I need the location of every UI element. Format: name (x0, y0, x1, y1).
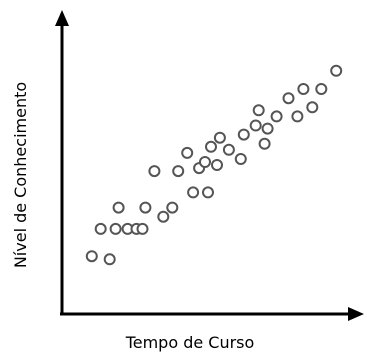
scatter-point (291, 110, 304, 123)
scatter-point (261, 122, 274, 135)
scatter-point (187, 186, 200, 199)
scatter-point (306, 101, 319, 114)
scatter-point (211, 159, 223, 171)
y-axis-arrow (55, 10, 69, 26)
scatter-point (297, 83, 310, 95)
scatter-point (157, 210, 170, 223)
scatter-point (315, 83, 328, 95)
scatter-point (252, 104, 265, 117)
scatter-point (103, 253, 116, 266)
scatter-point (148, 165, 161, 178)
scatter-point (222, 143, 235, 156)
scatter-point (205, 140, 217, 153)
scatter-point (213, 131, 226, 144)
scatter-point (181, 146, 194, 159)
scatter-point (282, 92, 295, 105)
scatter-point (237, 128, 250, 141)
x-axis-arrow (348, 307, 364, 321)
scatter-point (85, 250, 98, 263)
scatter-point (270, 110, 283, 123)
scatter-point (112, 201, 125, 214)
scatter-point (94, 222, 107, 235)
x-axis-label: Tempo de Curso (125, 333, 255, 352)
scatter-point (249, 119, 262, 132)
data-points (85, 64, 343, 266)
scatter-point (139, 201, 152, 214)
scatter-point (109, 222, 122, 235)
scatter-point (330, 64, 343, 77)
scatter-point (172, 165, 185, 178)
scatter-point (136, 222, 149, 235)
scatter-point (258, 137, 271, 150)
scatter-point (202, 186, 214, 199)
axes (55, 10, 364, 321)
scatter-point (166, 201, 179, 214)
scatter-point (234, 153, 247, 165)
scatter-point (199, 156, 211, 168)
y-axis-label: Nível de Conhecimento (11, 82, 30, 268)
